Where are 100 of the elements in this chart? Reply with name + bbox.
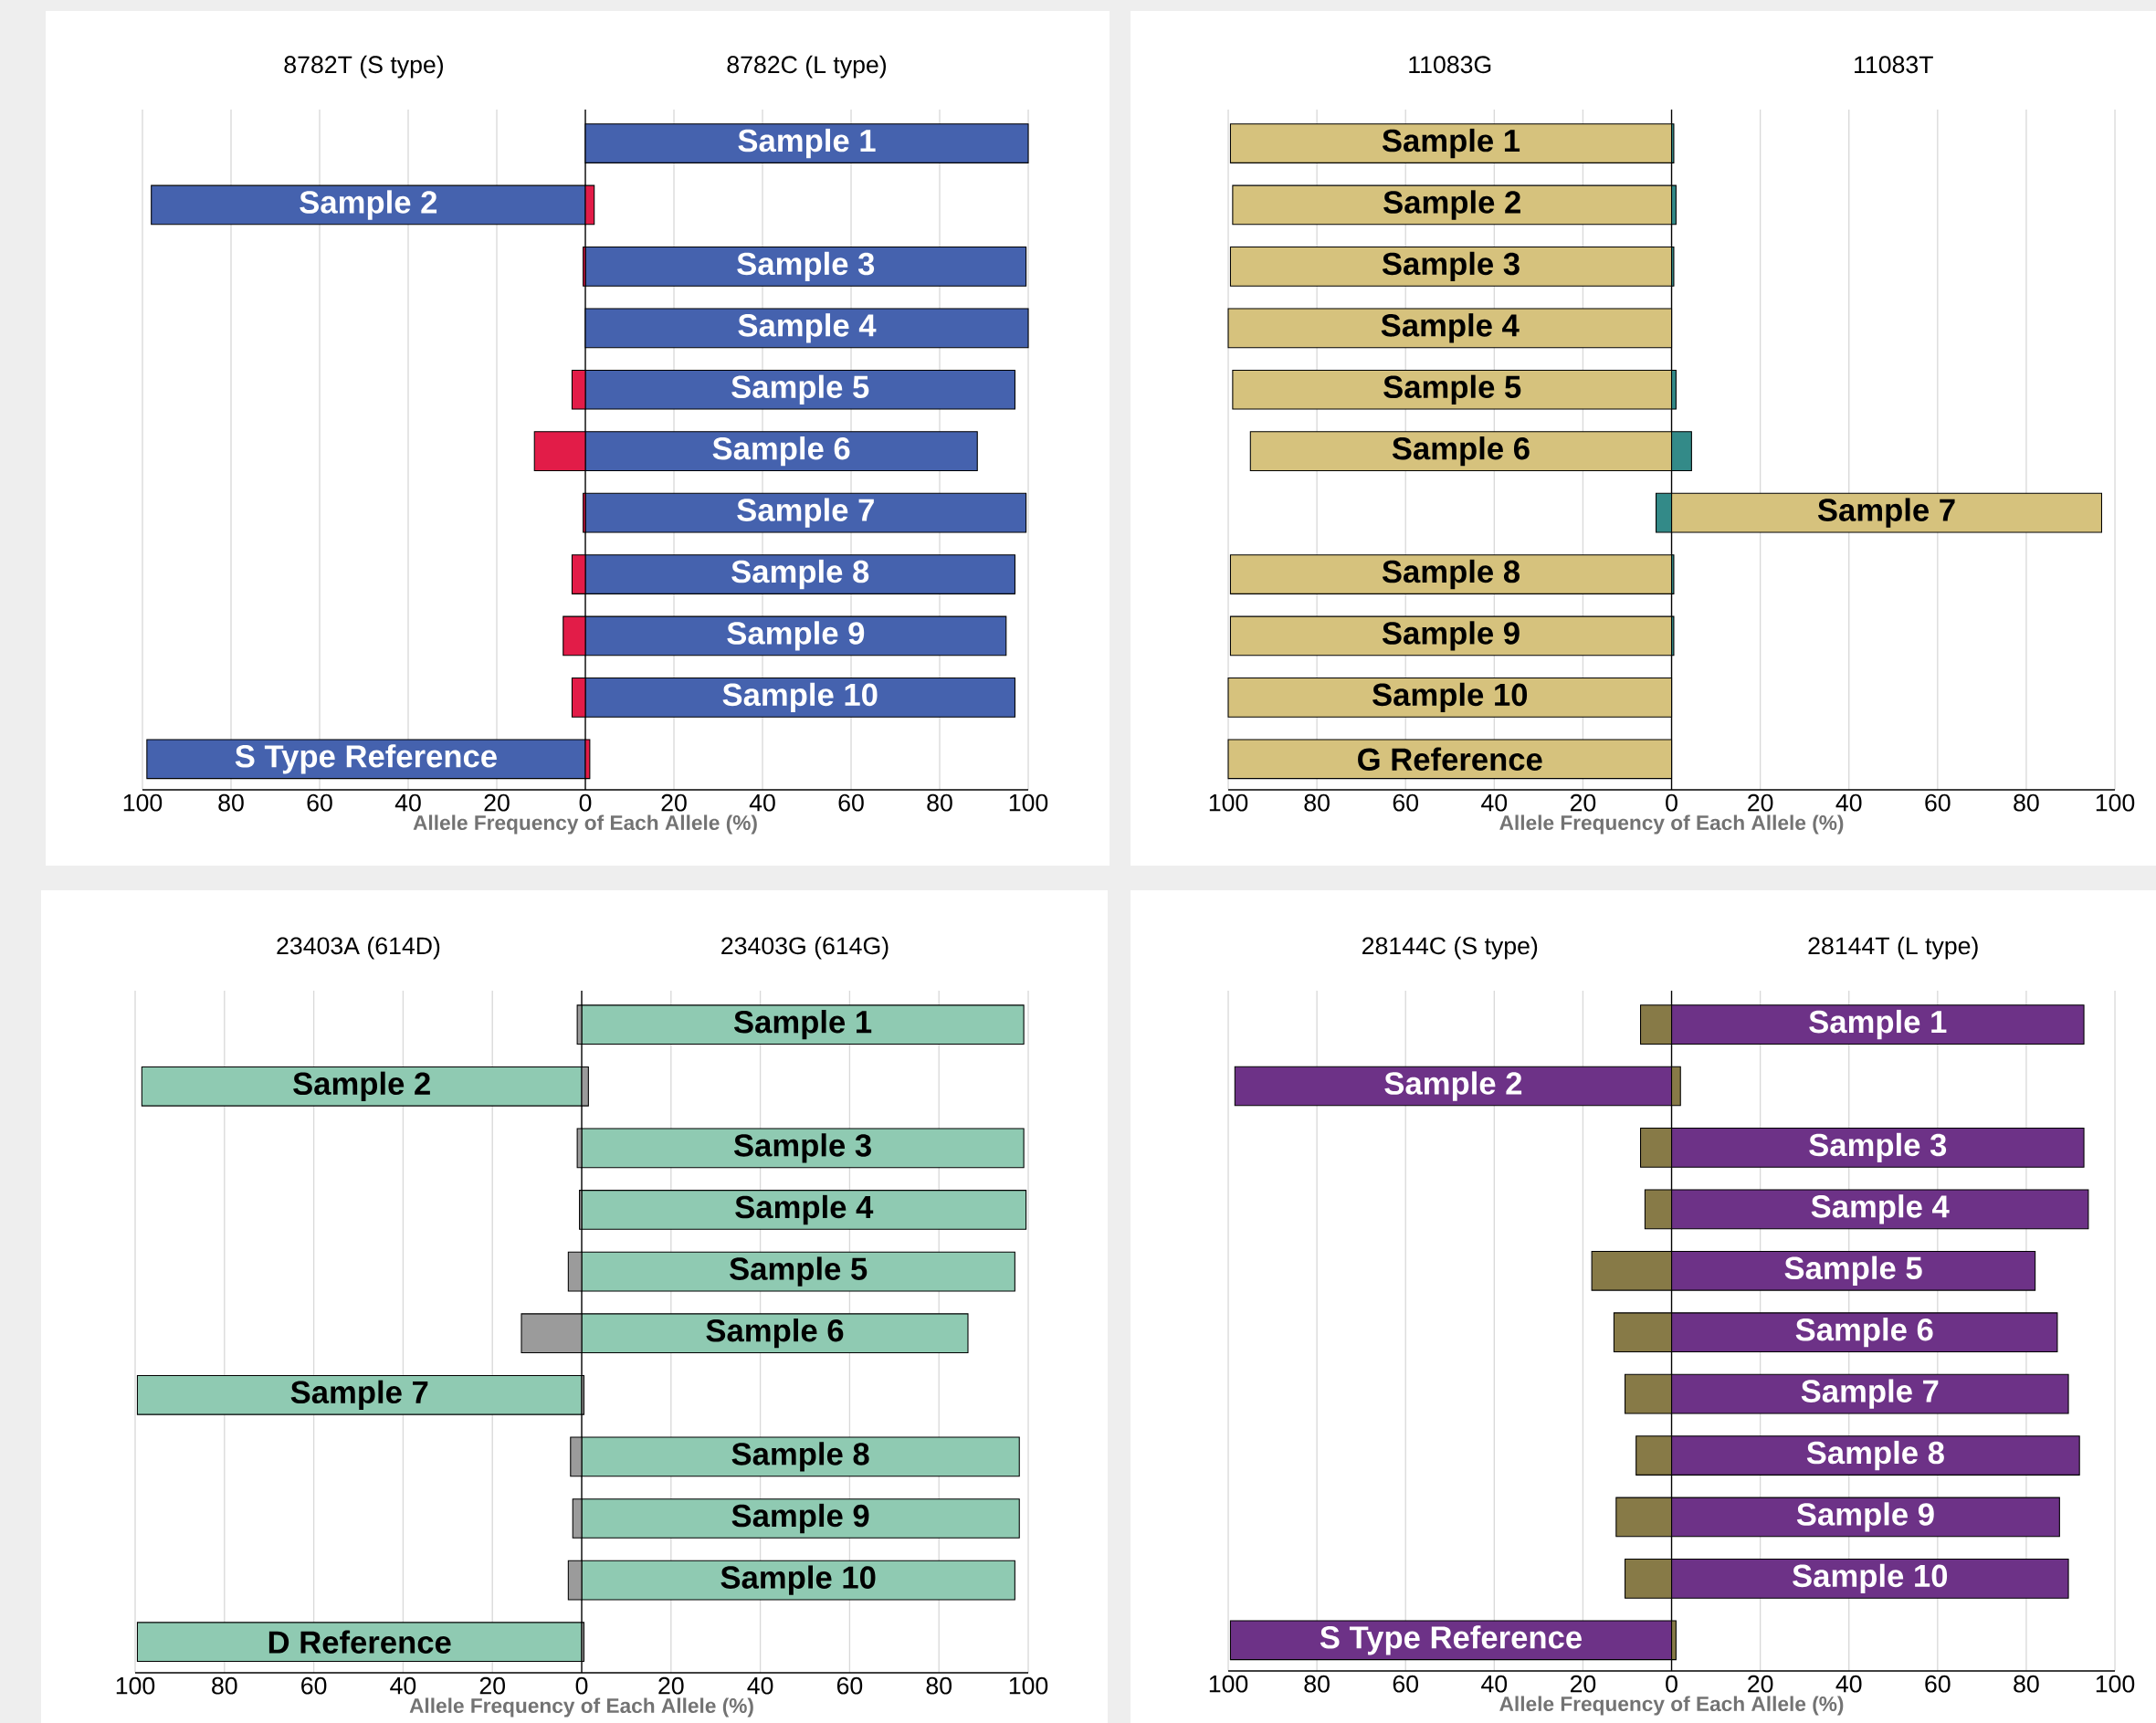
y-tick-label: Sample 5 <box>1784 1255 1922 1286</box>
x-tick-label: 20 <box>1748 793 1773 812</box>
y-tick-label: S Type Reference <box>1320 1625 1582 1655</box>
bar <box>1232 184 1673 226</box>
text: 8782T (S type) <box>284 55 444 79</box>
y-tick-label: Sample 2 <box>1384 1071 1522 1101</box>
y-tick-label: D Reference <box>268 1630 451 1654</box>
y-tick-label: Sample 9 <box>727 621 865 651</box>
x-tick-label: 40 <box>394 793 421 812</box>
y-tick-label: Sample 1 <box>733 1010 872 1040</box>
x-tick-label: 80 <box>212 1676 237 1695</box>
x-axis-title: Allele Frequency of Each Allele (%) <box>409 1697 753 1718</box>
x-tick-label: 40 <box>747 1676 773 1695</box>
y-tick-label: Sample 9 <box>731 1503 869 1534</box>
y-tick-label: Sample 10 <box>1372 682 1528 713</box>
x-tick-label: 100 <box>1009 793 1048 812</box>
y-tick-label: Sample 1 <box>1809 1009 1947 1040</box>
x-tick-label: 100 <box>1209 793 1248 812</box>
y-tick-label: Sample 5 <box>1383 374 1521 404</box>
text: 11083T <box>1855 56 1933 74</box>
y-tick-label: Sample 8 <box>1806 1440 1944 1471</box>
x-tick-label: 80 <box>1304 793 1330 812</box>
y-tick-label: Sample 6 <box>712 436 850 467</box>
x-tick-label: 100 <box>1009 1676 1048 1695</box>
text: 23403A (614D) <box>277 936 440 960</box>
x-tick-label: 80 <box>926 1676 952 1695</box>
x-tick-label: 20 <box>479 1676 505 1695</box>
y-tick-label: Sample 3 <box>733 1133 871 1163</box>
bar <box>1229 554 1673 594</box>
x-tick-label: 60 <box>1925 793 1951 812</box>
x-tick-label: 80 <box>2014 793 2039 812</box>
x-tick-label: 20 <box>1748 1675 1773 1693</box>
y-tick-label: Sample 2 <box>1383 190 1520 220</box>
bar <box>1232 369 1673 410</box>
x-tick-label: 100 <box>2096 1675 2135 1693</box>
y-tick-label: Sample 3 <box>1809 1132 1947 1163</box>
x-tick-label: 40 <box>390 1676 416 1695</box>
x-tick-label: 20 <box>661 793 687 812</box>
x-tick-label: 40 <box>1481 1675 1508 1693</box>
bar <box>584 247 1027 287</box>
x-tick-label: 100 <box>1209 1675 1248 1693</box>
x-tick-label: 60 <box>307 793 332 812</box>
y-tick-label: Sample 6 <box>706 1319 844 1349</box>
y-tick-label: Sample 7 <box>1817 498 1955 528</box>
y-tick-label: G Reference <box>1358 747 1542 772</box>
y-tick-label: Sample 4 <box>1811 1194 1950 1224</box>
y-tick-label: Sample 9 <box>1796 1502 1934 1532</box>
text: 28144C (S type) <box>1362 936 1538 960</box>
x-tick-label: 40 <box>749 793 775 812</box>
y-tick-label: Sample 10 <box>720 1565 876 1595</box>
bar <box>581 1190 1027 1230</box>
bar <box>1229 615 1673 657</box>
x-tick-label: 60 <box>1393 793 1418 812</box>
bar <box>136 1374 583 1415</box>
y-tick-label: Sample 5 <box>731 374 869 404</box>
x-tick-label: 100 <box>116 1676 155 1695</box>
x-tick-label: 0 <box>579 793 592 812</box>
x-tick-label: 60 <box>838 793 864 812</box>
text: 23403G (614G) <box>721 936 889 960</box>
x-tick-label: 0 <box>575 1676 588 1695</box>
y-tick-label: Sample 5 <box>730 1256 868 1287</box>
y-tick-label: Sample 1 <box>1382 128 1520 159</box>
y-tick-label: Sample 8 <box>731 1442 869 1472</box>
x-tick-label: 80 <box>1304 1675 1330 1693</box>
y-tick-label: Sample 4 <box>735 1194 874 1225</box>
y-tick-label: Sample 2 <box>300 190 437 220</box>
x-tick-label: 40 <box>1835 793 1862 812</box>
text: 8782C (L type) <box>727 55 887 79</box>
y-tick-label: Sample 1 <box>738 128 876 159</box>
y-tick-label: Sample 7 <box>290 1380 428 1410</box>
x-tick-label: 40 <box>1481 793 1508 812</box>
x-tick-label: 80 <box>927 793 952 812</box>
x-axis-title: Allele Frequency of Each Allele (%) <box>1499 1696 1844 1716</box>
x-tick-label: 40 <box>1835 1675 1862 1693</box>
y-tick-label: Sample 8 <box>1382 559 1520 590</box>
y-tick-label: Sample 10 <box>722 682 878 713</box>
x-tick-label: 60 <box>1393 1675 1418 1693</box>
y-tick-label: Sample 6 <box>1795 1318 1933 1348</box>
y-tick-label: Sample 9 <box>1382 621 1520 651</box>
bar <box>136 1622 583 1663</box>
x-tick-label: 20 <box>1570 793 1596 812</box>
bar <box>584 492 1027 533</box>
y-tick-label: S Type Reference <box>235 744 497 774</box>
x-tick-label: 20 <box>1570 1675 1596 1693</box>
text: 28144T (L type) <box>1808 936 1978 960</box>
x-tick-label: 80 <box>218 793 244 812</box>
x-tick-label: 100 <box>123 793 163 812</box>
y-tick-label: Sample 2 <box>293 1071 430 1101</box>
x-tick-label: 20 <box>484 793 510 812</box>
x-tick-label: 20 <box>658 1676 684 1695</box>
bar <box>1229 247 1673 287</box>
x-tick-label: 0 <box>1666 1675 1677 1693</box>
x-tick-label: 60 <box>301 1676 327 1695</box>
x-tick-label: 60 <box>836 1676 863 1695</box>
bar <box>1229 123 1673 163</box>
x-tick-label: 60 <box>1925 1675 1951 1693</box>
x-tick-label: 0 <box>1666 793 1677 812</box>
x-tick-label: 100 <box>2096 793 2135 812</box>
y-tick-label: Sample 6 <box>1392 436 1530 467</box>
y-tick-label: Sample 7 <box>737 498 874 528</box>
